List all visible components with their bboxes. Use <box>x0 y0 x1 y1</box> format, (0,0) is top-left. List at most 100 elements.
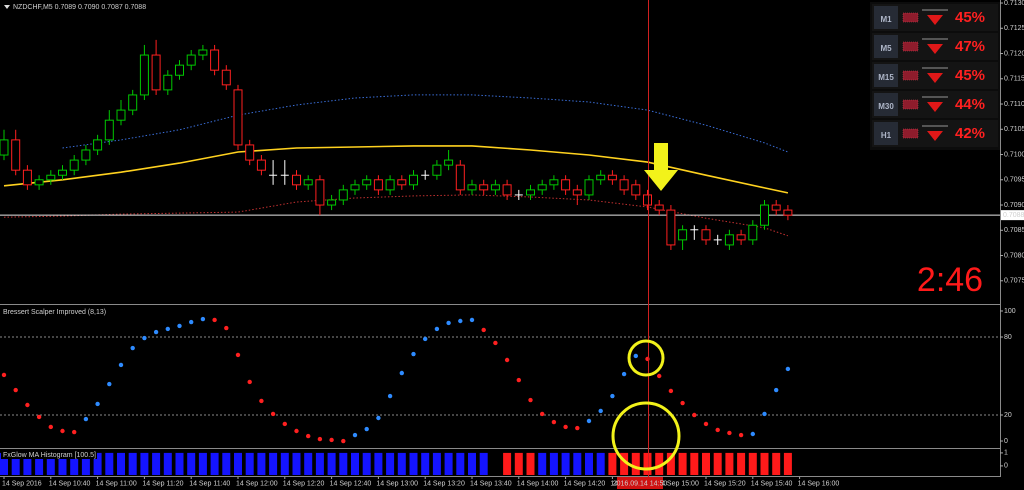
timeframe-label: M5 <box>880 44 892 53</box>
highlight-circle <box>627 339 665 377</box>
timeframe-box <box>874 35 898 58</box>
histogram-bar <box>526 452 535 475</box>
candle-body <box>572 189 582 196</box>
histogram-bar <box>93 452 102 475</box>
y-tick-label: 0.7105 <box>1004 126 1024 133</box>
panel-borders <box>0 0 1001 477</box>
oscillator-dot <box>306 433 311 439</box>
candle-body <box>151 54 161 91</box>
candle-body <box>619 179 629 191</box>
candle-body <box>104 119 114 141</box>
x-tick-label: 14 Sep 10:40 <box>49 480 91 487</box>
histogram-bar <box>339 452 348 475</box>
oscillator-dot <box>528 397 533 403</box>
histogram-bar <box>374 452 383 475</box>
candle-body <box>245 144 255 161</box>
oscillator-dot <box>25 402 30 408</box>
candle-body <box>736 234 746 241</box>
histogram-bar <box>444 452 453 475</box>
histogram-bar <box>351 452 359 475</box>
histogram-bar <box>210 452 219 475</box>
histogram-bar <box>456 452 465 475</box>
histogram-bar <box>725 452 734 475</box>
candle-body <box>256 159 266 171</box>
histogram-bar <box>245 452 254 475</box>
oscillator-dot <box>177 323 182 329</box>
candle-body <box>385 179 395 191</box>
oscillator-dot <box>516 377 521 383</box>
histogram-bar <box>269 452 278 475</box>
x-tick-label: 14 Sep 13:20 <box>423 480 465 487</box>
y-tick-label: 0.7130 <box>1004 0 1024 7</box>
price-label: 0.7088 <box>1003 212 1024 219</box>
oscillator-dot <box>680 400 685 406</box>
oscillator-dot <box>458 318 463 324</box>
oscillator-dot <box>294 428 299 434</box>
histogram-bar <box>421 452 430 475</box>
signal-percent: 44% <box>955 96 985 113</box>
x-tick-label: 14 Sep 15:00 <box>657 480 699 487</box>
candle-body <box>292 174 301 186</box>
signal-percent: 42% <box>955 125 985 142</box>
candle-body <box>444 159 454 166</box>
oscillator-dot <box>434 326 440 332</box>
signal-caption <box>922 96 948 98</box>
candle-body <box>666 209 676 246</box>
histogram-bar <box>678 452 687 475</box>
oscillator-dot <box>118 362 124 368</box>
chart-title: NZDCHF,M5 0.7089 0.7090 0.7087 0.7088 <box>13 4 146 11</box>
candle-body <box>771 204 781 211</box>
histogram-bar <box>432 452 441 475</box>
symbol-menu-icon[interactable] <box>4 5 10 9</box>
histogram-bar <box>468 452 476 475</box>
oscillator-dot <box>446 320 451 326</box>
candle-body <box>46 174 56 181</box>
histogram-bar <box>128 452 137 475</box>
histogram-bar <box>280 452 289 475</box>
histogram-bar <box>631 452 640 475</box>
oscillator-dot <box>738 432 744 438</box>
candle-body <box>34 179 44 186</box>
direction-arrow <box>927 44 943 54</box>
oscillator-dot <box>247 379 252 385</box>
candle-body <box>537 184 547 191</box>
histogram-bar <box>713 452 722 475</box>
oscillator-dot <box>212 317 217 323</box>
candle-body <box>654 204 664 211</box>
candle-body <box>678 229 688 241</box>
oscillator-dot <box>715 427 720 433</box>
histogram-bar <box>327 452 336 475</box>
histogram-bar <box>538 452 547 475</box>
histogram-bar <box>163 452 172 475</box>
x-tick-label: 14 Sep 14:20 <box>564 480 606 487</box>
x-tick-label: 14 Sep 12:40 <box>330 480 372 487</box>
histogram-bar <box>666 452 675 475</box>
oscillator-dot <box>387 393 393 399</box>
x-tick-label: 14 Sep 15:40 <box>751 480 793 487</box>
histogram-bar <box>549 452 558 475</box>
candle-body <box>221 69 231 86</box>
histogram-bar <box>292 452 301 475</box>
oscillator-dot <box>551 419 557 425</box>
timeframe-label: M1 <box>880 15 892 24</box>
candle-body <box>198 49 208 56</box>
oscillator-dot <box>72 429 77 435</box>
signal-grid-icon <box>902 99 919 110</box>
candle-body <box>139 54 149 96</box>
histogram-bar <box>35 452 44 475</box>
signal-grid-icon <box>902 128 919 139</box>
candle-body <box>701 229 711 241</box>
candle-body <box>373 179 383 191</box>
y-tick-label: 0.7110 <box>1004 101 1024 108</box>
histogram-bar <box>690 452 699 475</box>
indicator-title: Bressert Scalper Improved (8,13) <box>3 309 106 316</box>
y-tick-label: 0.7120 <box>1004 50 1024 57</box>
candle-body <box>233 89 243 146</box>
candle-body <box>631 184 641 196</box>
x-tick-label: 14 Sep 11:00 <box>96 480 137 487</box>
y-tick-label: 20 <box>1004 412 1012 419</box>
histogram-bar <box>23 452 32 475</box>
oscillator-dot <box>598 408 603 414</box>
histogram-bar <box>222 452 231 475</box>
timeframe-box <box>874 122 898 145</box>
